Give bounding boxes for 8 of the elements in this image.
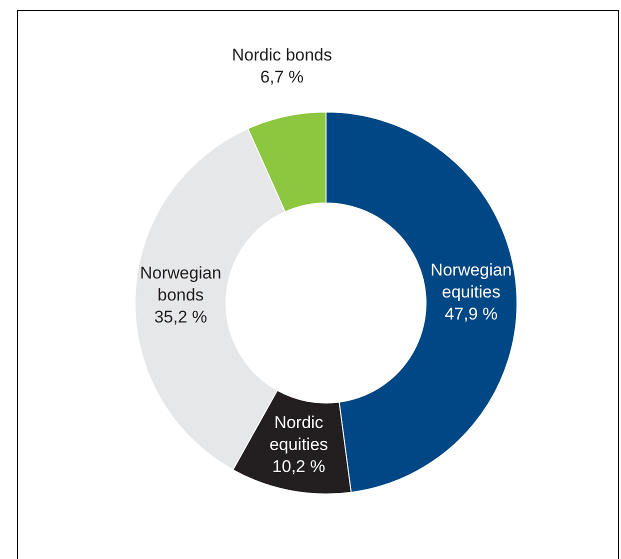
- data-label: 47,9 %: [444, 304, 498, 324]
- data-label: 10,2 %: [272, 457, 326, 476]
- slice-label: Nordic bonds: [232, 46, 332, 66]
- slice-label: Norwegian equities: [430, 260, 512, 302]
- slice-label: Nordic equities: [269, 413, 328, 454]
- data-label: 6,7 %: [260, 68, 304, 88]
- slice-label: Norwegian bonds: [140, 264, 222, 306]
- data-label: 35,2 %: [154, 308, 208, 328]
